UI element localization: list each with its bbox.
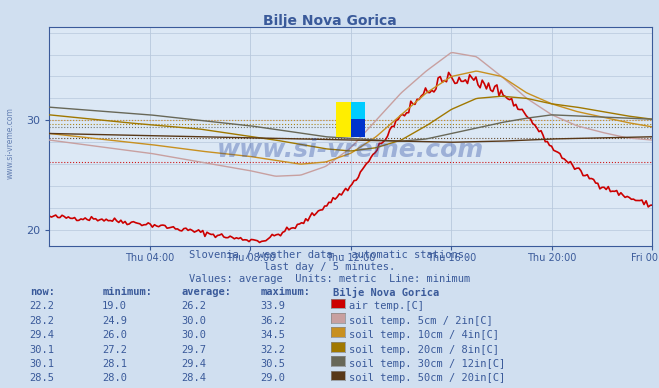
Text: 30.0: 30.0 — [181, 330, 206, 340]
Text: Bilje Nova Gorica: Bilje Nova Gorica — [263, 14, 396, 28]
Text: 27.2: 27.2 — [102, 345, 127, 355]
Text: now:: now: — [30, 287, 55, 297]
Text: 29.4: 29.4 — [30, 330, 55, 340]
Text: last day / 5 minutes.: last day / 5 minutes. — [264, 262, 395, 272]
Text: maximum:: maximum: — [260, 287, 310, 297]
Text: air temp.[C]: air temp.[C] — [349, 301, 424, 312]
Text: 26.2: 26.2 — [181, 301, 206, 312]
Text: 19.0: 19.0 — [102, 301, 127, 312]
Text: 30.0: 30.0 — [181, 316, 206, 326]
Text: 33.9: 33.9 — [260, 301, 285, 312]
Bar — [351, 120, 366, 137]
Text: soil temp. 30cm / 12in[C]: soil temp. 30cm / 12in[C] — [349, 359, 505, 369]
Text: 28.4: 28.4 — [181, 373, 206, 383]
Text: 29.7: 29.7 — [181, 345, 206, 355]
Text: 30.1: 30.1 — [30, 345, 55, 355]
Text: 30.1: 30.1 — [30, 359, 55, 369]
Text: soil temp. 20cm / 8in[C]: soil temp. 20cm / 8in[C] — [349, 345, 499, 355]
Text: www.si-vreme.com: www.si-vreme.com — [217, 138, 484, 162]
Text: 28.1: 28.1 — [102, 359, 127, 369]
Text: 29.0: 29.0 — [260, 373, 285, 383]
Bar — [351, 102, 366, 120]
Text: www.si-vreme.com: www.si-vreme.com — [5, 107, 14, 180]
Text: 26.0: 26.0 — [102, 330, 127, 340]
Text: soil temp. 10cm / 4in[C]: soil temp. 10cm / 4in[C] — [349, 330, 499, 340]
Text: 28.5: 28.5 — [30, 373, 55, 383]
Text: 28.0: 28.0 — [102, 373, 127, 383]
Text: Values: average  Units: metric  Line: minimum: Values: average Units: metric Line: mini… — [189, 274, 470, 284]
Text: 36.2: 36.2 — [260, 316, 285, 326]
Text: soil temp. 50cm / 20in[C]: soil temp. 50cm / 20in[C] — [349, 373, 505, 383]
Text: 29.4: 29.4 — [181, 359, 206, 369]
Text: 32.2: 32.2 — [260, 345, 285, 355]
Text: average:: average: — [181, 287, 231, 297]
Text: 24.9: 24.9 — [102, 316, 127, 326]
Text: 34.5: 34.5 — [260, 330, 285, 340]
Bar — [336, 102, 351, 137]
Text: Bilje Nova Gorica: Bilje Nova Gorica — [333, 287, 439, 298]
Text: 22.2: 22.2 — [30, 301, 55, 312]
Text: 28.2: 28.2 — [30, 316, 55, 326]
Text: Slovenia / weather data - automatic stations.: Slovenia / weather data - automatic stat… — [189, 250, 470, 260]
Text: 30.5: 30.5 — [260, 359, 285, 369]
Text: soil temp. 5cm / 2in[C]: soil temp. 5cm / 2in[C] — [349, 316, 492, 326]
Text: minimum:: minimum: — [102, 287, 152, 297]
